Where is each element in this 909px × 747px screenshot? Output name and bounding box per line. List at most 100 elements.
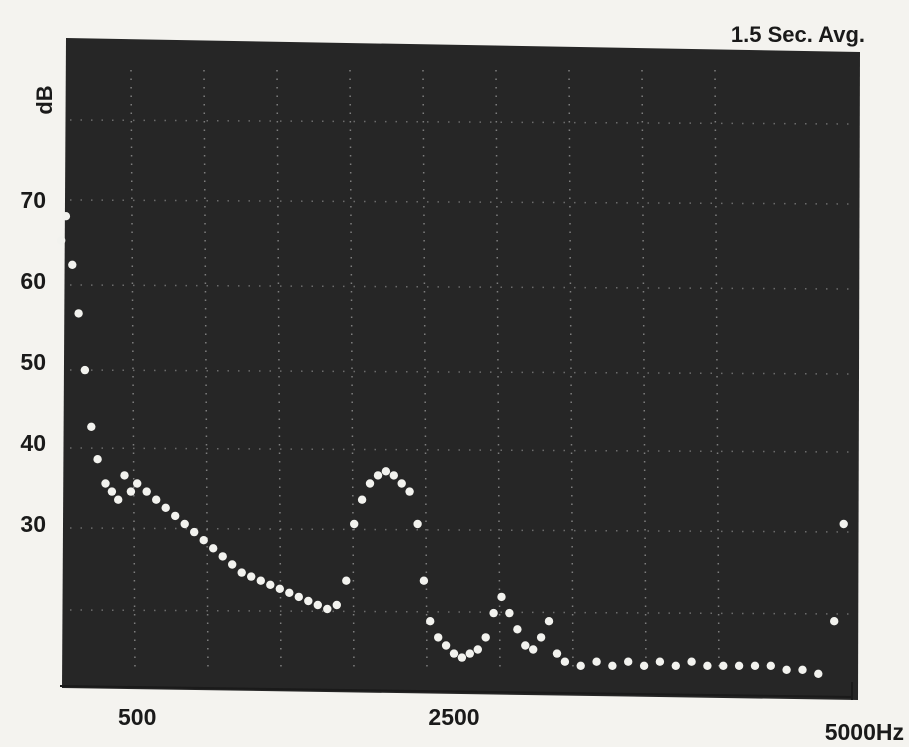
trace-point: [592, 657, 601, 666]
trace-point: [101, 479, 110, 488]
trace-point: [161, 503, 170, 512]
chart-title: 1.5 Sec. Avg.: [731, 22, 865, 47]
trace-point: [798, 665, 807, 674]
trace-point: [237, 568, 246, 577]
trace-point: [114, 495, 123, 504]
trace-point: [180, 519, 189, 529]
trace-layer: [57, 212, 848, 678]
grid-line-vertical: [495, 69, 501, 673]
trace-point: [107, 487, 117, 496]
trace-point: [839, 519, 848, 529]
trace-point: [381, 467, 391, 476]
trace-point: [624, 657, 633, 666]
y-tick-label: 40: [20, 430, 46, 456]
trace-point: [719, 661, 728, 670]
trace-point: [457, 653, 467, 662]
grid-line-vertical: [641, 69, 647, 673]
trace-point: [505, 608, 514, 618]
trace-point: [294, 592, 303, 602]
trace-point: [209, 544, 218, 553]
trace-point: [285, 588, 294, 597]
trace-point: [332, 600, 341, 610]
trace-point: [608, 661, 617, 670]
trace-point: [481, 633, 490, 642]
trace-point: [266, 580, 275, 589]
trace-point: [357, 495, 367, 504]
trace-point: [536, 633, 546, 642]
trace-point: [830, 617, 839, 626]
y-tick-label: 70: [20, 187, 46, 213]
trace-point: [671, 661, 680, 670]
trace-point: [449, 649, 459, 658]
trace-point: [199, 536, 208, 545]
grid-line-vertical: [568, 69, 574, 673]
trace-point: [489, 608, 498, 618]
trace-point: [473, 645, 482, 654]
trace-point: [544, 617, 554, 626]
y-tick-label: 60: [20, 268, 46, 294]
trace-point: [133, 479, 142, 488]
trace-point: [373, 471, 383, 480]
trace-point: [441, 641, 451, 650]
trace-point: [152, 495, 161, 504]
y-axis-label: dB: [32, 85, 57, 114]
trace-point: [74, 309, 83, 318]
trace-point: [434, 633, 443, 642]
trace-point: [218, 552, 227, 561]
trace-point: [80, 365, 90, 375]
trace-point: [703, 661, 712, 670]
grid-line-vertical: [130, 69, 136, 673]
trace-point: [782, 665, 791, 674]
trace-point: [120, 471, 129, 480]
trace-point: [413, 519, 422, 529]
grid-layer: [69, 69, 851, 673]
trace-point: [61, 212, 71, 221]
grid-line-vertical: [349, 69, 355, 673]
trace-point: [142, 487, 151, 496]
trace-point: [304, 596, 313, 606]
trace-point: [190, 527, 199, 537]
grid-line-vertical: [203, 69, 209, 673]
trace-point: [247, 572, 256, 581]
trace-point: [313, 600, 322, 610]
y-tick-label: 30: [20, 511, 46, 537]
trace-point: [426, 617, 435, 626]
screen-area: [62, 38, 860, 700]
x-tick-label: 500: [118, 704, 156, 730]
y-tick-layer: 70 60 50 40 30: [20, 187, 46, 537]
trace-point: [419, 576, 429, 585]
trace-point: [687, 657, 696, 666]
trace-point: [57, 236, 66, 245]
trace-point: [126, 487, 136, 496]
grid-line-vertical: [714, 69, 720, 673]
trace-point: [171, 511, 180, 521]
trace-point: [639, 661, 649, 670]
trace-point: [521, 641, 530, 650]
trace-point: [389, 471, 398, 480]
x-tick-label: 2500: [428, 704, 479, 730]
trace-point: [766, 661, 775, 670]
trace-point: [497, 592, 506, 602]
trace-point: [405, 487, 414, 496]
trace-point: [560, 657, 570, 666]
y-tick-label: 50: [20, 349, 46, 375]
trace-point: [750, 661, 760, 670]
trace-point: [365, 479, 375, 488]
trace-point: [465, 649, 474, 658]
trace-point: [350, 519, 359, 529]
trace-point: [814, 669, 823, 678]
trace-point: [342, 576, 351, 585]
x-tick-layer: 500 2500 5000Hz: [118, 704, 904, 745]
trace-point: [93, 455, 102, 464]
trace-point: [513, 625, 522, 634]
grid-line-vertical: [276, 69, 282, 673]
trace-point: [275, 584, 284, 593]
trace-point: [87, 422, 96, 431]
trace-point: [68, 260, 77, 269]
x-tick-label: 5000Hz: [825, 719, 904, 745]
trace-point: [552, 649, 562, 658]
trace-point: [397, 479, 406, 488]
trace-point: [323, 604, 332, 614]
x-axis-line: [59, 685, 853, 698]
